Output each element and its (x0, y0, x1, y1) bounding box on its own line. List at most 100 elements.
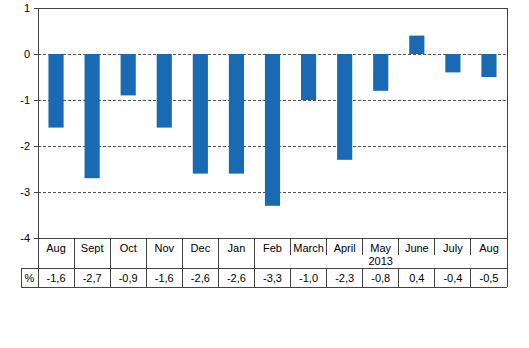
table-divider (470, 238, 471, 255)
data-label: -1,0 (299, 272, 318, 284)
table-rule (21, 268, 507, 269)
x-tick-label: July (443, 242, 463, 254)
bar (265, 54, 280, 206)
bar (48, 54, 63, 128)
data-label: -1,6 (155, 272, 174, 284)
y-tick-mark (34, 54, 38, 55)
bar (409, 36, 424, 54)
x-tick: June (405, 242, 429, 254)
table-divider (434, 268, 435, 287)
x-tick: Jan (228, 242, 246, 254)
row-header: % (25, 272, 35, 284)
x-tick: July (443, 242, 463, 254)
x-tick-label: Dec (191, 242, 211, 254)
bar (121, 54, 136, 95)
table-rule (21, 287, 507, 288)
x-tick-label: April (334, 242, 356, 254)
bar (193, 54, 208, 174)
x-tick-label: Sept (81, 242, 104, 254)
x-tick-label: Oct (120, 242, 137, 254)
table-lines (21, 238, 507, 287)
x-tick-label: June (405, 242, 429, 254)
x-axis: Aug Sept Oct Nov Dec Jan Feb March April May June J… (46, 242, 499, 254)
table-divider (110, 268, 111, 287)
table-divider (434, 238, 435, 255)
table-divider (290, 268, 291, 287)
y-tick-label: -2 (20, 140, 30, 152)
bar (481, 54, 496, 77)
table-divider (254, 238, 255, 268)
data-label: -2,3 (335, 272, 354, 284)
y-tick-label: -3 (20, 186, 30, 198)
x-tick: Aug (479, 242, 499, 254)
bars (48, 36, 496, 206)
data-label: -2,7 (83, 272, 102, 284)
y-tick-mark (34, 238, 38, 239)
y-tick: -3 (20, 186, 38, 198)
data-label: -2,6 (227, 272, 246, 284)
table-divider (398, 268, 399, 287)
table-divider (182, 268, 183, 287)
bar (301, 54, 316, 100)
table-divider (290, 238, 291, 255)
x-tick-label: May (370, 242, 391, 254)
x-tick: May (370, 242, 391, 254)
x-tick-label: Aug (479, 242, 499, 254)
y-tick-mark (34, 192, 38, 193)
y-tick-label: -1 (20, 94, 30, 106)
x-tick-label: Aug (46, 242, 66, 254)
y-tick: 0 (24, 48, 38, 60)
x-tick: March (293, 242, 324, 254)
x-tick-label: Feb (263, 242, 282, 254)
table-divider (326, 268, 327, 287)
x-tick: Feb (263, 242, 282, 254)
data-label: -2,6 (191, 272, 210, 284)
x-tick: Sept (81, 242, 104, 254)
table-divider (38, 268, 39, 287)
table-divider (38, 238, 39, 268)
table-divider (110, 238, 111, 268)
y-tick: 1 (24, 2, 38, 14)
x-tick-label: Jan (228, 242, 246, 254)
data-label: 0,4 (409, 272, 424, 284)
bar (445, 54, 460, 72)
table-divider (507, 268, 508, 287)
bar (229, 54, 244, 174)
y-tick: -4 (20, 232, 38, 244)
table-divider (326, 238, 327, 255)
y-axis: 1 0 -1 -2 -3 -4 (20, 2, 38, 244)
x-tick: Oct (120, 242, 137, 254)
y-tick-mark (34, 146, 38, 147)
table-divider (218, 268, 219, 287)
bar (157, 54, 172, 128)
table-divider (398, 238, 399, 255)
table-divider (21, 268, 22, 287)
y-tick-label: 0 (24, 48, 30, 60)
data-label: -0,8 (371, 272, 390, 284)
bar (373, 54, 388, 91)
y-tick-label: -4 (20, 232, 30, 244)
grid (38, 8, 507, 238)
table-divider (74, 268, 75, 287)
y-tick-mark (34, 8, 38, 9)
x-tick-label: March (293, 242, 324, 254)
y-tick-label: 1 (24, 2, 30, 14)
table-divider (507, 238, 508, 268)
x-tick: Nov (154, 242, 174, 254)
bar (337, 54, 352, 160)
data-labels: -1,6-2,7-0,9-1,6-2,6-2,6-3,3-1,0-2,3-0,8… (47, 272, 499, 284)
y-tick: -2 (20, 140, 38, 152)
data-label: -0,5 (479, 272, 498, 284)
x-tick: April (334, 242, 356, 254)
data-label: -0,4 (443, 272, 462, 284)
table-divider (182, 238, 183, 268)
data-label: -1,6 (47, 272, 66, 284)
table-divider (362, 268, 363, 287)
table-divider (254, 268, 255, 287)
table-divider (146, 268, 147, 287)
y-axis-line (34, 9, 39, 239)
data-label: -3,3 (263, 272, 282, 284)
x-tick: Aug (46, 242, 66, 254)
y-tick-mark (34, 100, 38, 101)
x-tick-label: Nov (154, 242, 174, 254)
